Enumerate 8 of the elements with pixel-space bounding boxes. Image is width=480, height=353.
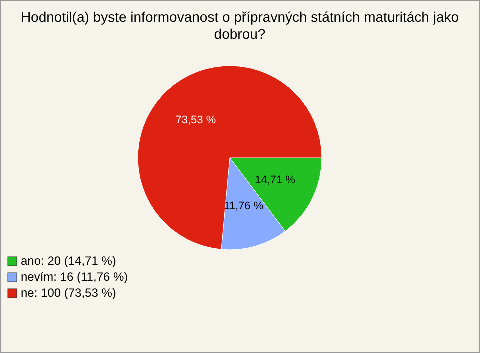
legend-entry: ne: 100 (73,53 %) — [8, 286, 116, 300]
legend-entry: nevím: 16 (11,76 %) — [8, 270, 128, 284]
data-label: 14,71 % — [255, 174, 296, 186]
data-label: 11,76 % — [224, 200, 264, 213]
pie-slice — [138, 66, 322, 250]
chart-title: Hodnotil(a) byste informovanost o přípravných státních maturitách jako dobrou? — [20, 9, 460, 42]
data-label: 73,53 % — [176, 114, 216, 127]
legend-entry: ano: 20 (14,71 %) — [8, 254, 116, 268]
